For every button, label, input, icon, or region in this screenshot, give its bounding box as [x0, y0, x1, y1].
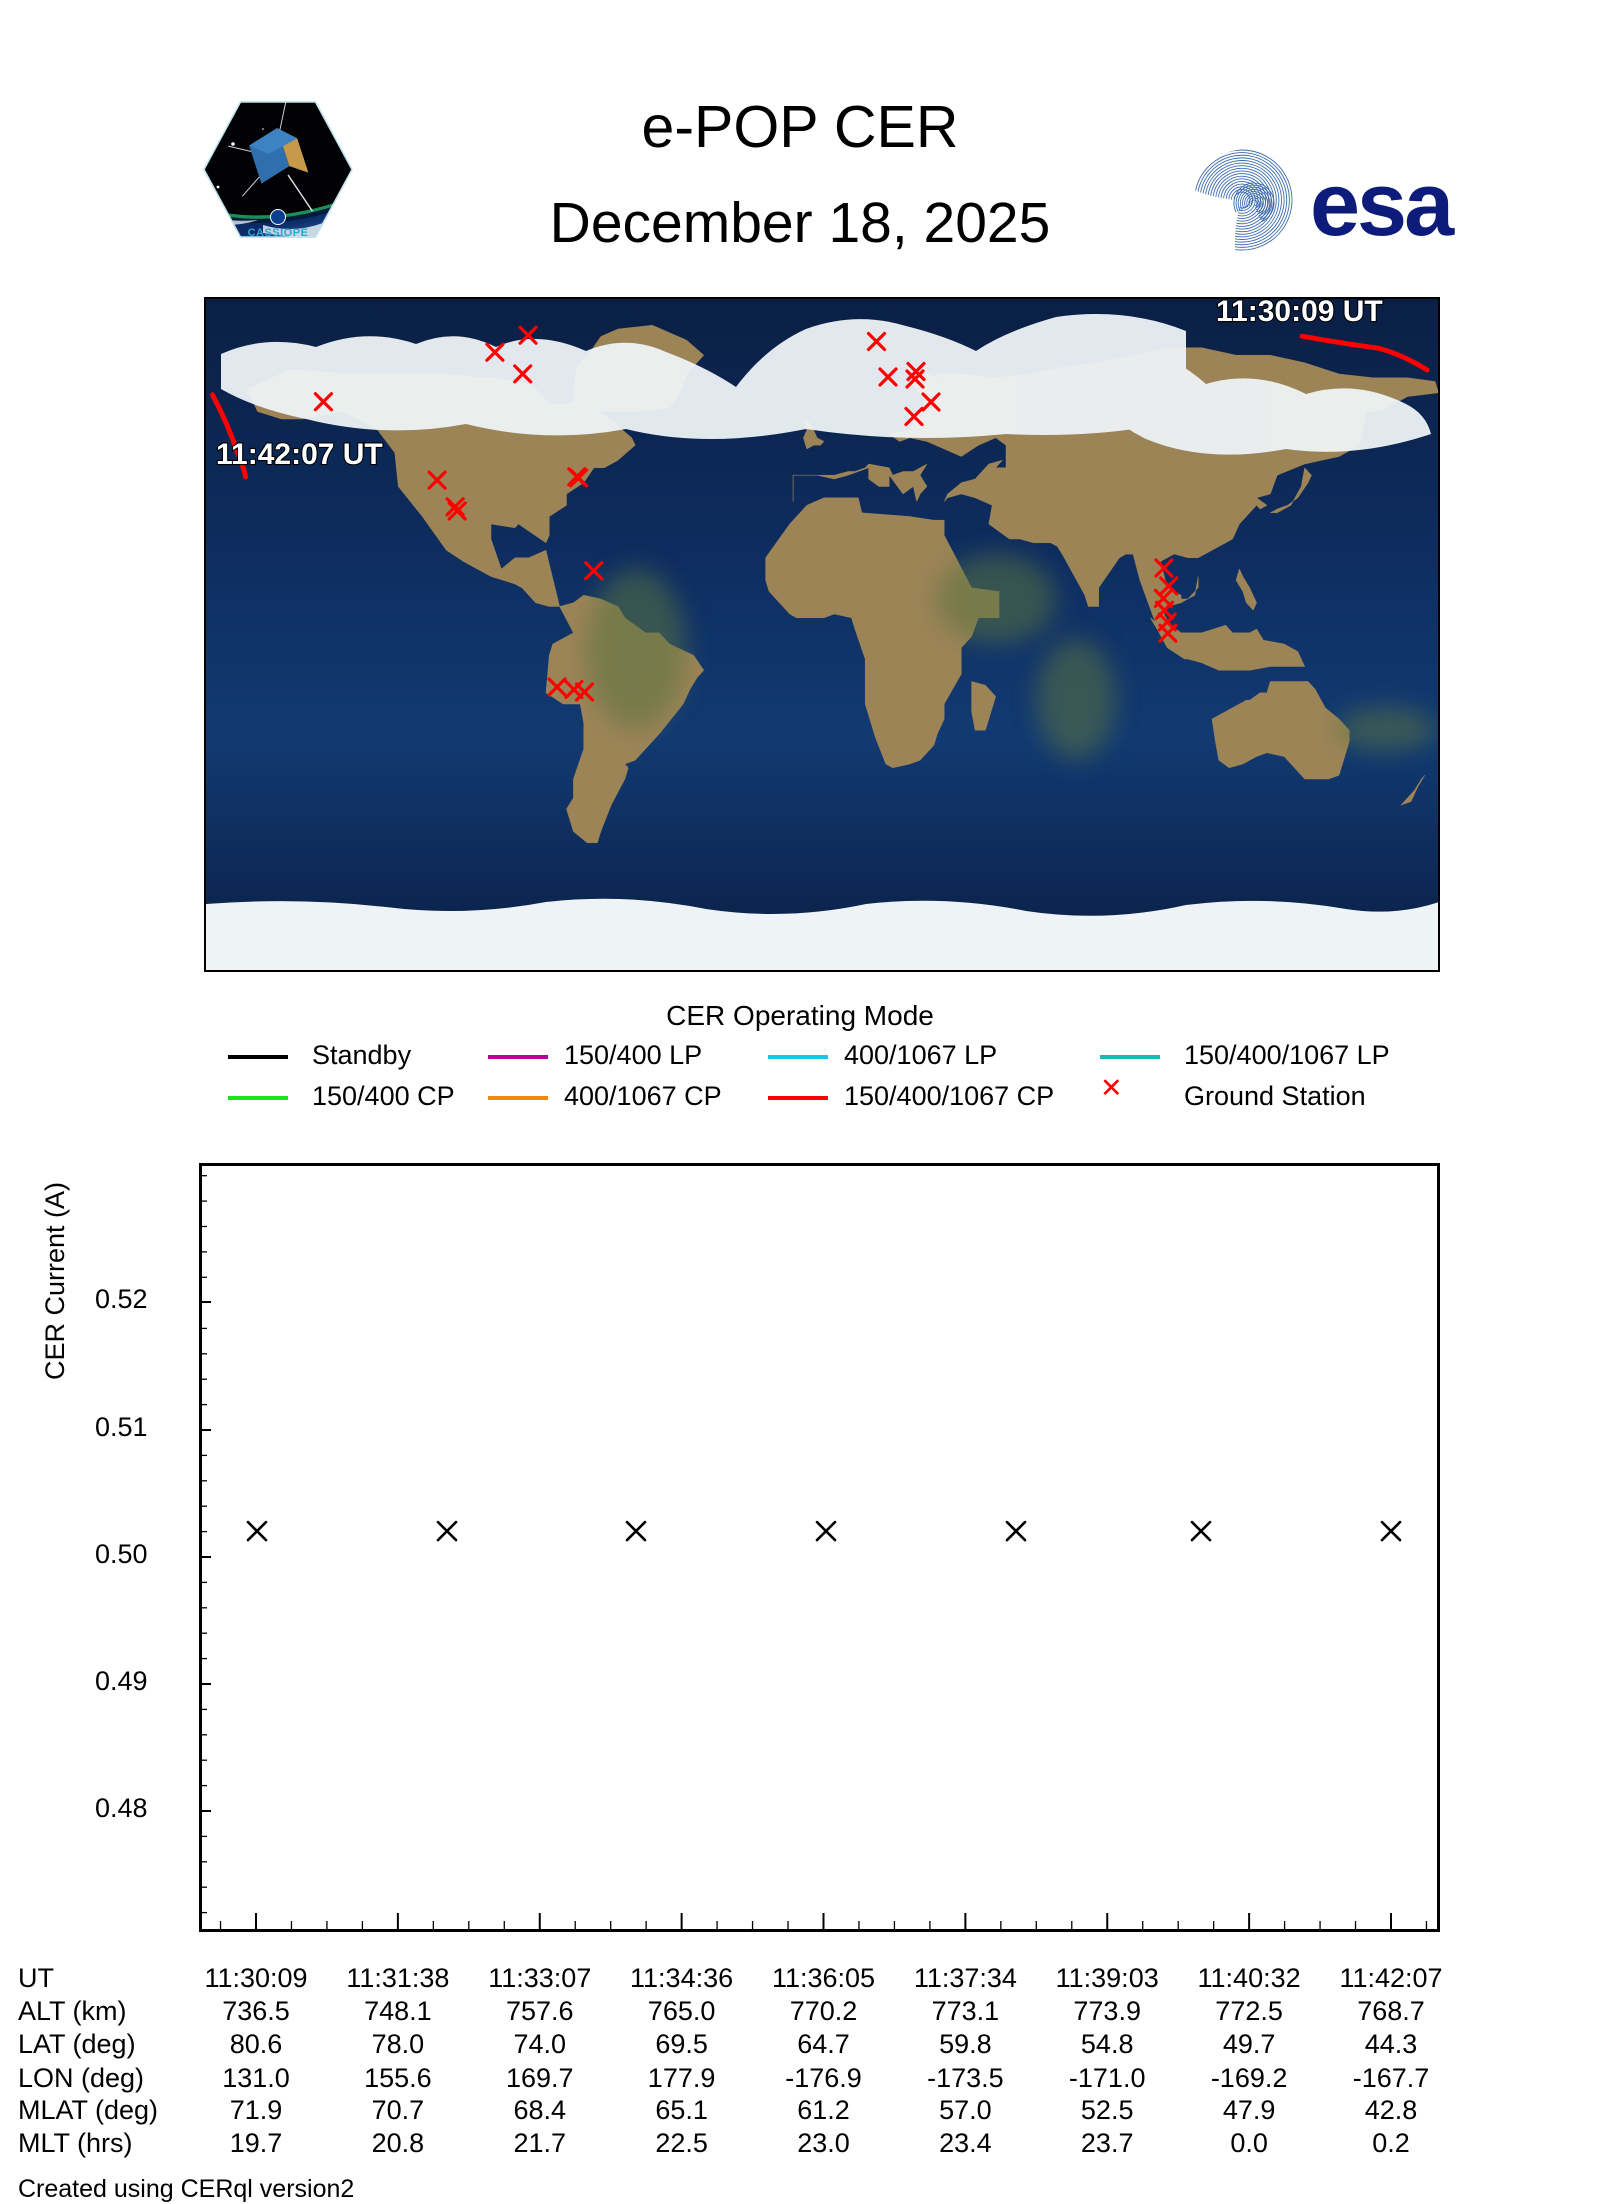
svg-text:11:30:09 UT: 11:30:09 UT	[1216, 299, 1383, 328]
svg-text:11:42:07 UT: 11:42:07 UT	[216, 438, 383, 471]
